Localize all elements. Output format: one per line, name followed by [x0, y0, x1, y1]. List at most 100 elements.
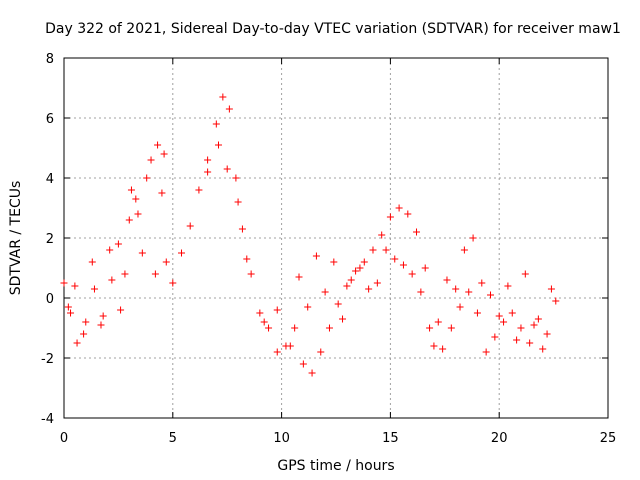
- x-tick-label: 10: [273, 431, 290, 446]
- data-point-marker: [134, 210, 142, 218]
- data-point-marker: [482, 348, 490, 356]
- x-tick-label: 5: [169, 431, 177, 446]
- y-tick-label: 2: [46, 232, 54, 247]
- data-point-marker: [73, 339, 81, 347]
- data-point-marker: [521, 270, 529, 278]
- data-point-marker: [67, 309, 75, 317]
- data-point-marker: [117, 306, 125, 314]
- data-point-marker: [339, 315, 347, 323]
- data-point-marker: [404, 210, 412, 218]
- data-point-marker: [526, 339, 534, 347]
- data-point-marker: [291, 324, 299, 332]
- data-point-marker: [347, 276, 355, 284]
- data-point-marker: [60, 279, 68, 287]
- data-point-marker: [99, 312, 107, 320]
- data-point-marker: [386, 213, 394, 221]
- data-point-marker: [378, 231, 386, 239]
- data-point-marker: [219, 93, 227, 101]
- data-point-marker: [80, 330, 88, 338]
- grid-lines: [64, 58, 608, 418]
- data-point-marker: [391, 255, 399, 263]
- data-point-marker: [325, 324, 333, 332]
- data-point-marker: [295, 273, 303, 281]
- data-point-marker: [132, 195, 140, 203]
- data-point-marker: [312, 252, 320, 260]
- data-point-marker: [543, 330, 551, 338]
- data-point-marker: [443, 276, 451, 284]
- data-point-marker: [491, 333, 499, 341]
- data-point-marker: [304, 303, 312, 311]
- data-point-marker: [154, 141, 162, 149]
- x-axis-label: GPS time / hours: [277, 458, 394, 474]
- axis-ticks: 0 5 10 15 20 25 -4 -2 0 2 4 6 8: [41, 52, 616, 446]
- data-point-marker: [273, 306, 281, 314]
- data-point-marker: [343, 282, 351, 290]
- y-tick-label: -2: [41, 352, 54, 367]
- x-tick-label: 15: [382, 431, 399, 446]
- data-point-marker: [256, 309, 264, 317]
- chart-title: Day 322 of 2021, Sidereal Day-to-day VTE…: [45, 21, 621, 37]
- data-point-marker: [365, 285, 373, 293]
- data-point-marker: [147, 156, 155, 164]
- data-point-marker: [413, 228, 421, 236]
- x-tick-label: 20: [491, 431, 508, 446]
- data-point-marker: [138, 249, 146, 257]
- data-point-marker: [434, 318, 442, 326]
- data-point-marker: [106, 246, 114, 254]
- data-point-marker: [539, 345, 547, 353]
- data-point-marker: [127, 186, 135, 194]
- data-point-marker: [382, 246, 390, 254]
- data-point-marker: [552, 297, 560, 305]
- data-point-marker: [186, 222, 194, 230]
- data-point-marker: [225, 105, 233, 113]
- data-point-marker: [352, 267, 360, 275]
- y-tick-label: 8: [46, 52, 54, 67]
- data-point-marker: [504, 282, 512, 290]
- data-point-marker: [204, 156, 212, 164]
- data-point-marker: [97, 321, 105, 329]
- y-tick-label: 4: [46, 172, 54, 187]
- data-point-marker: [308, 369, 316, 377]
- y-tick-label: -4: [41, 412, 54, 427]
- data-point-marker: [273, 348, 281, 356]
- data-point-marker: [530, 321, 538, 329]
- data-point-marker: [286, 342, 294, 350]
- data-point-marker: [178, 249, 186, 257]
- data-point-marker: [334, 300, 342, 308]
- data-point-marker: [500, 318, 508, 326]
- data-point-marker: [234, 198, 242, 206]
- data-point-marker: [243, 255, 251, 263]
- data-point-marker: [162, 258, 170, 266]
- data-point-marker: [223, 165, 231, 173]
- data-point-marker: [356, 264, 364, 272]
- data-point-marker: [64, 303, 72, 311]
- data-point-marker: [456, 303, 464, 311]
- data-point-marker: [439, 345, 447, 353]
- data-point-marker: [513, 336, 521, 344]
- data-point-marker: [247, 270, 255, 278]
- data-point-marker: [143, 174, 151, 182]
- data-point-marker: [534, 315, 542, 323]
- y-axis-label: SDTVAR / TECUs: [8, 181, 24, 296]
- data-point-marker: [408, 270, 416, 278]
- data-point-marker: [373, 279, 381, 287]
- data-point-marker: [121, 270, 129, 278]
- data-point-marker: [260, 318, 268, 326]
- data-points: [60, 93, 560, 377]
- x-tick-label: 25: [600, 431, 617, 446]
- data-point-marker: [517, 324, 525, 332]
- data-point-marker: [473, 309, 481, 317]
- data-point-marker: [238, 225, 246, 233]
- data-point-marker: [214, 141, 222, 149]
- data-point-marker: [204, 168, 212, 176]
- data-point-marker: [478, 279, 486, 287]
- data-point-marker: [88, 258, 96, 266]
- data-point-marker: [299, 360, 307, 368]
- data-point-marker: [158, 189, 166, 197]
- data-point-marker: [369, 246, 377, 254]
- data-point-marker: [395, 204, 403, 212]
- data-point-marker: [317, 348, 325, 356]
- data-point-marker: [151, 270, 159, 278]
- data-point-marker: [399, 261, 407, 269]
